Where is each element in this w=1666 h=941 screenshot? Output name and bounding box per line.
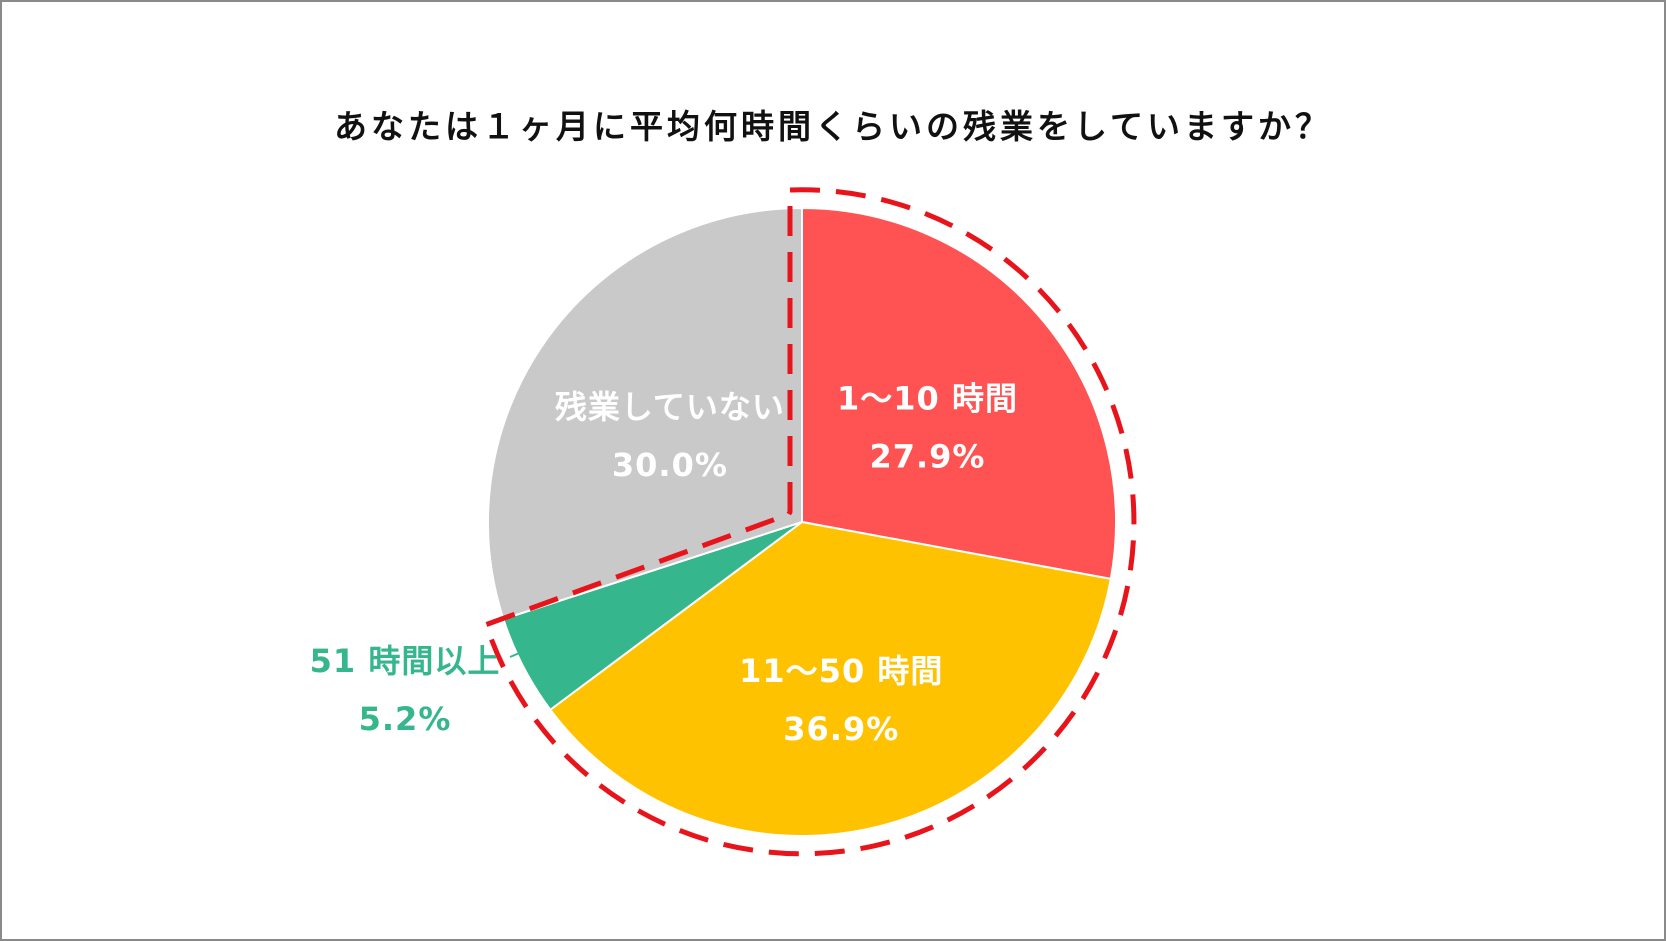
pie-slice-1-10-hours [801, 206, 1117, 581]
slice-value-51-plus-hours: 5.2% [359, 700, 452, 738]
slice-name-51-plus-hours: 51 時間以上 [310, 642, 501, 680]
pie-slice-no-overtime [487, 206, 803, 621]
slice-name-11-50-hours: 11～50 時間 [739, 652, 943, 690]
callout-line-51-plus-hours [509, 642, 542, 658]
pie-slice-11-50-hours [548, 520, 1112, 837]
highlight-dashed-outline [483, 187, 1137, 857]
slice-value-11-50-hours: 36.9% [783, 710, 899, 748]
chart-title: あなたは１ヶ月に平均何時間くらいの残業をしていますか？ [333, 107, 1332, 146]
slice-value-1-10-hours: 27.9% [869, 438, 985, 476]
slice-name-no-overtime: 残業していない [555, 388, 785, 426]
slice-name-1-10-hours: 1～10 時間 [837, 380, 1018, 418]
slice-value-no-overtime: 30.0% [612, 446, 728, 484]
